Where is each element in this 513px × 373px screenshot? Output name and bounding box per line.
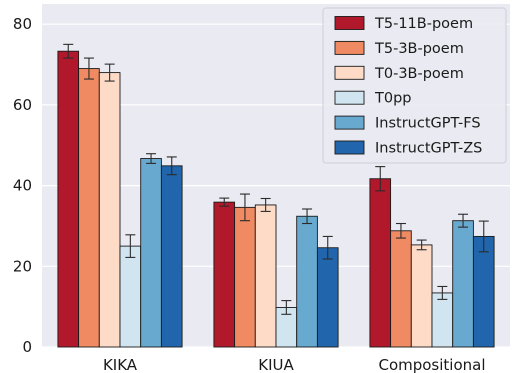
y-tick-label: 60	[13, 96, 32, 114]
legend-label: T0-3B-poem	[374, 66, 464, 82]
error-bar	[166, 156, 177, 176]
legend-label: InstructGPT-ZS	[375, 141, 482, 157]
error-bar	[219, 197, 230, 207]
bar	[98, 72, 121, 348]
error-bar	[302, 208, 313, 225]
legend-swatch	[334, 90, 365, 105]
error-bar	[416, 239, 427, 251]
legend-item: InstructGPT-ZS	[334, 140, 482, 157]
legend-label: T5-11B-poem	[374, 16, 473, 32]
error-bar	[478, 220, 489, 253]
error-bar	[63, 43, 74, 59]
bar	[78, 68, 100, 348]
legend-label: T0pp	[374, 91, 412, 107]
x-tick-label: KIKA	[103, 356, 138, 373]
error-bar	[458, 213, 469, 228]
legend-swatch	[334, 115, 365, 130]
bar	[254, 204, 277, 348]
error-bar	[125, 234, 136, 258]
error-bar	[437, 285, 448, 300]
x-tick-label: KIUA	[258, 356, 294, 373]
legend-item: InstructGPT-FS	[334, 115, 481, 132]
bar	[472, 235, 495, 348]
y-axis-ticks: 0 20 40 60 80	[13, 15, 32, 356]
bar	[390, 230, 412, 348]
legend-label: InstructGPT-FS	[375, 116, 481, 132]
bars	[57, 50, 495, 348]
legend-item: T5-3B-poem	[334, 40, 464, 57]
legend-item: T0pp	[334, 90, 412, 107]
bar	[431, 292, 454, 348]
bar	[234, 206, 256, 348]
legend-swatch	[334, 65, 365, 80]
bar	[410, 244, 433, 348]
bar	[57, 50, 80, 348]
error-bar	[322, 235, 333, 260]
bar	[119, 245, 142, 348]
bar	[160, 165, 183, 348]
y-tick-label: 80	[13, 15, 32, 33]
error-bar	[239, 193, 250, 222]
error-bar	[281, 300, 292, 315]
error-bar	[395, 222, 406, 239]
y-tick-label: 20	[13, 257, 32, 275]
x-tick-label: Compositional	[378, 356, 485, 373]
error-bar	[104, 63, 115, 82]
error-bar	[146, 153, 157, 164]
error-bars	[63, 43, 489, 315]
error-bar	[375, 166, 386, 192]
legend-label: T5-3B-poem	[374, 41, 464, 57]
error-bar	[83, 57, 94, 80]
legend-swatch	[334, 16, 365, 30]
legend: T5-11B-poem T5-3B-poem T0-3B-poem T0pp Instr…	[322, 7, 507, 164]
y-tick-label: 40	[13, 177, 32, 195]
bar	[213, 201, 236, 348]
bar	[369, 178, 392, 348]
legend-item: T0-3B-poem	[334, 65, 464, 82]
error-bar	[260, 197, 271, 212]
x-axis-ticks: KIKA KIUA Compositional	[103, 356, 486, 373]
bar	[296, 215, 318, 348]
legend-item: T5-11B-poem	[334, 16, 473, 32]
bar	[316, 247, 339, 348]
bar	[140, 158, 162, 348]
legend-swatch	[334, 40, 365, 55]
bar	[452, 220, 474, 348]
legend-swatch	[334, 140, 365, 155]
legend-frame	[322, 7, 507, 164]
y-tick-label: 0	[22, 338, 32, 356]
